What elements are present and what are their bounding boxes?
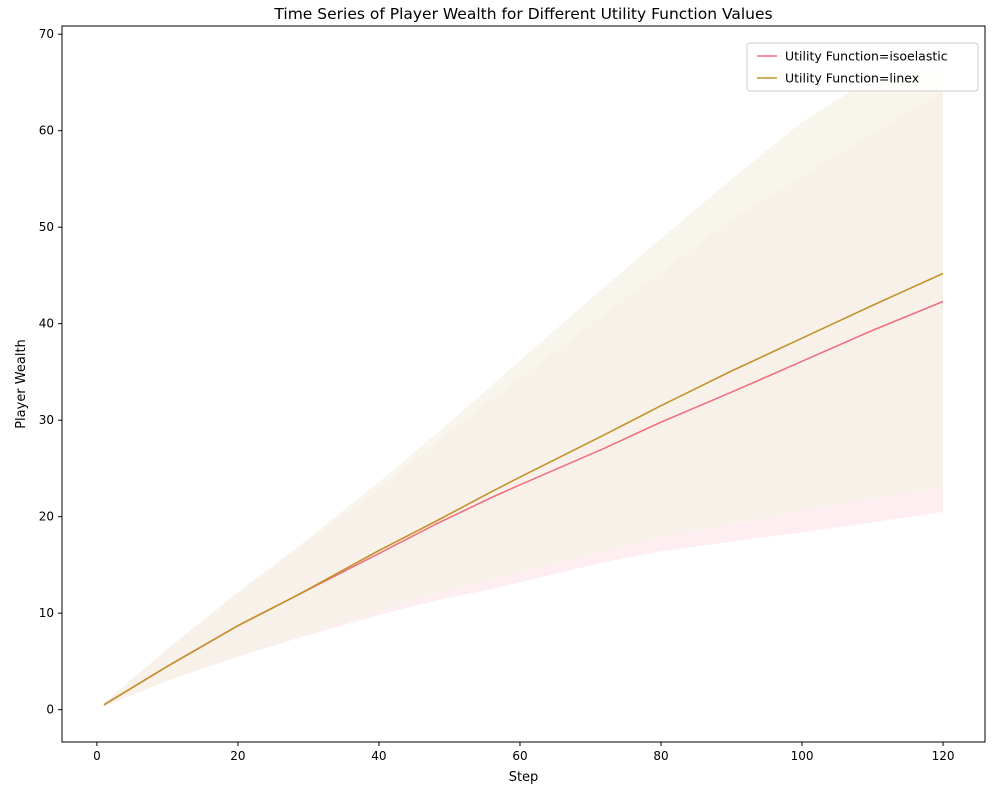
legend: Utility Function=isoelastic Utility Func… xyxy=(746,42,979,92)
legend-label-isoelastic: Utility Function=isoelastic xyxy=(785,49,948,64)
y-axis-ticks: 0 10 20 30 40 50 60 70 xyxy=(39,27,62,717)
x-axis-ticks: 0 20 40 60 80 100 120 xyxy=(93,742,954,763)
legend-label-linex: Utility Function=linex xyxy=(785,71,919,86)
x-tick-label: 0 xyxy=(93,749,101,763)
x-tick-label: 80 xyxy=(653,749,668,763)
legend-box xyxy=(746,42,979,92)
x-tick-label: 40 xyxy=(371,749,386,763)
confidence-bands xyxy=(104,65,943,707)
y-tick-label: 70 xyxy=(39,27,54,41)
plot-frame xyxy=(61,25,986,743)
y-tick-label: 30 xyxy=(39,413,54,427)
series-lines xyxy=(103,272,944,706)
band-linex xyxy=(104,65,943,707)
series-line-linex xyxy=(103,272,944,706)
y-axis-label: Player Wealth xyxy=(14,339,29,429)
y-tick-label: 40 xyxy=(39,317,54,331)
x-tick-label: 120 xyxy=(932,749,955,763)
y-tick-label: 50 xyxy=(39,220,54,234)
y-tick-label: 20 xyxy=(39,510,54,524)
x-tick-label: 60 xyxy=(512,749,527,763)
y-tick-label: 10 xyxy=(39,606,54,620)
y-tick-label: 0 xyxy=(46,703,54,717)
chart-title: Time Series of Player Wealth for Differe… xyxy=(273,5,772,23)
x-tick-label: 100 xyxy=(791,749,814,763)
x-tick-label: 20 xyxy=(230,749,245,763)
x-axis-label: Step xyxy=(509,770,539,785)
y-tick-label: 60 xyxy=(39,124,54,138)
